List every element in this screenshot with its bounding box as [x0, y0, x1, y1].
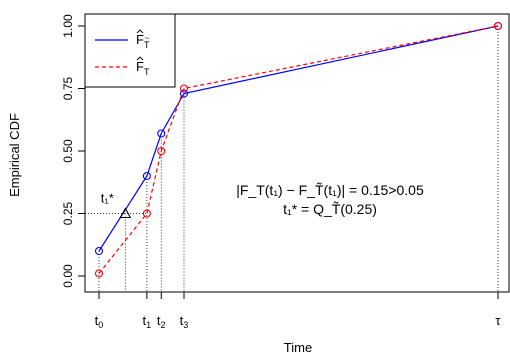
series-line	[98, 25, 499, 252]
marker-label: t₁*	[101, 191, 114, 206]
hat-mark	[136, 29, 144, 34]
legend-label-f: FT	[136, 59, 150, 77]
series-point	[94, 246, 104, 256]
series-point	[493, 21, 503, 31]
series-point	[157, 129, 166, 138]
y-tick-label: 0.00	[61, 264, 75, 288]
series-point	[179, 84, 189, 93]
y-tick-label: 1.00	[61, 14, 75, 38]
x-tick-label: t3	[180, 313, 189, 330]
x-tick-label: τ	[495, 313, 501, 328]
x-tick-label: t0	[95, 313, 104, 330]
plot-frame	[84, 13, 510, 293]
series-point	[94, 269, 104, 278]
quantile-marker	[119, 207, 132, 219]
series-point	[142, 209, 151, 218]
annotation-line-2: t₁* = Q_T̃(0.25)	[283, 201, 377, 217]
x-tick-label: t1	[143, 313, 152, 330]
y-tick-label: 0.50	[61, 139, 75, 163]
y-tick-label: 0.75	[61, 76, 75, 100]
y-tick-label: 0.25	[61, 201, 75, 225]
hat-mark	[136, 56, 144, 61]
legend-label-ftilde: FT	[136, 32, 150, 50]
tilde-mark: ~	[145, 34, 150, 43]
annotation-line-1: |F_T(t₁) − F_T̃(t₁)| = 0.15>0.05	[236, 182, 424, 198]
x-axis-label: Time	[284, 340, 312, 355]
x-tick-label: t2	[157, 313, 166, 330]
legend: FT~FT	[84, 13, 176, 88]
series-point	[142, 171, 151, 181]
series-point	[157, 146, 166, 156]
y-axis-label: Empirical CDF	[7, 113, 22, 197]
legend-box	[84, 13, 176, 88]
series-line	[98, 25, 499, 274]
